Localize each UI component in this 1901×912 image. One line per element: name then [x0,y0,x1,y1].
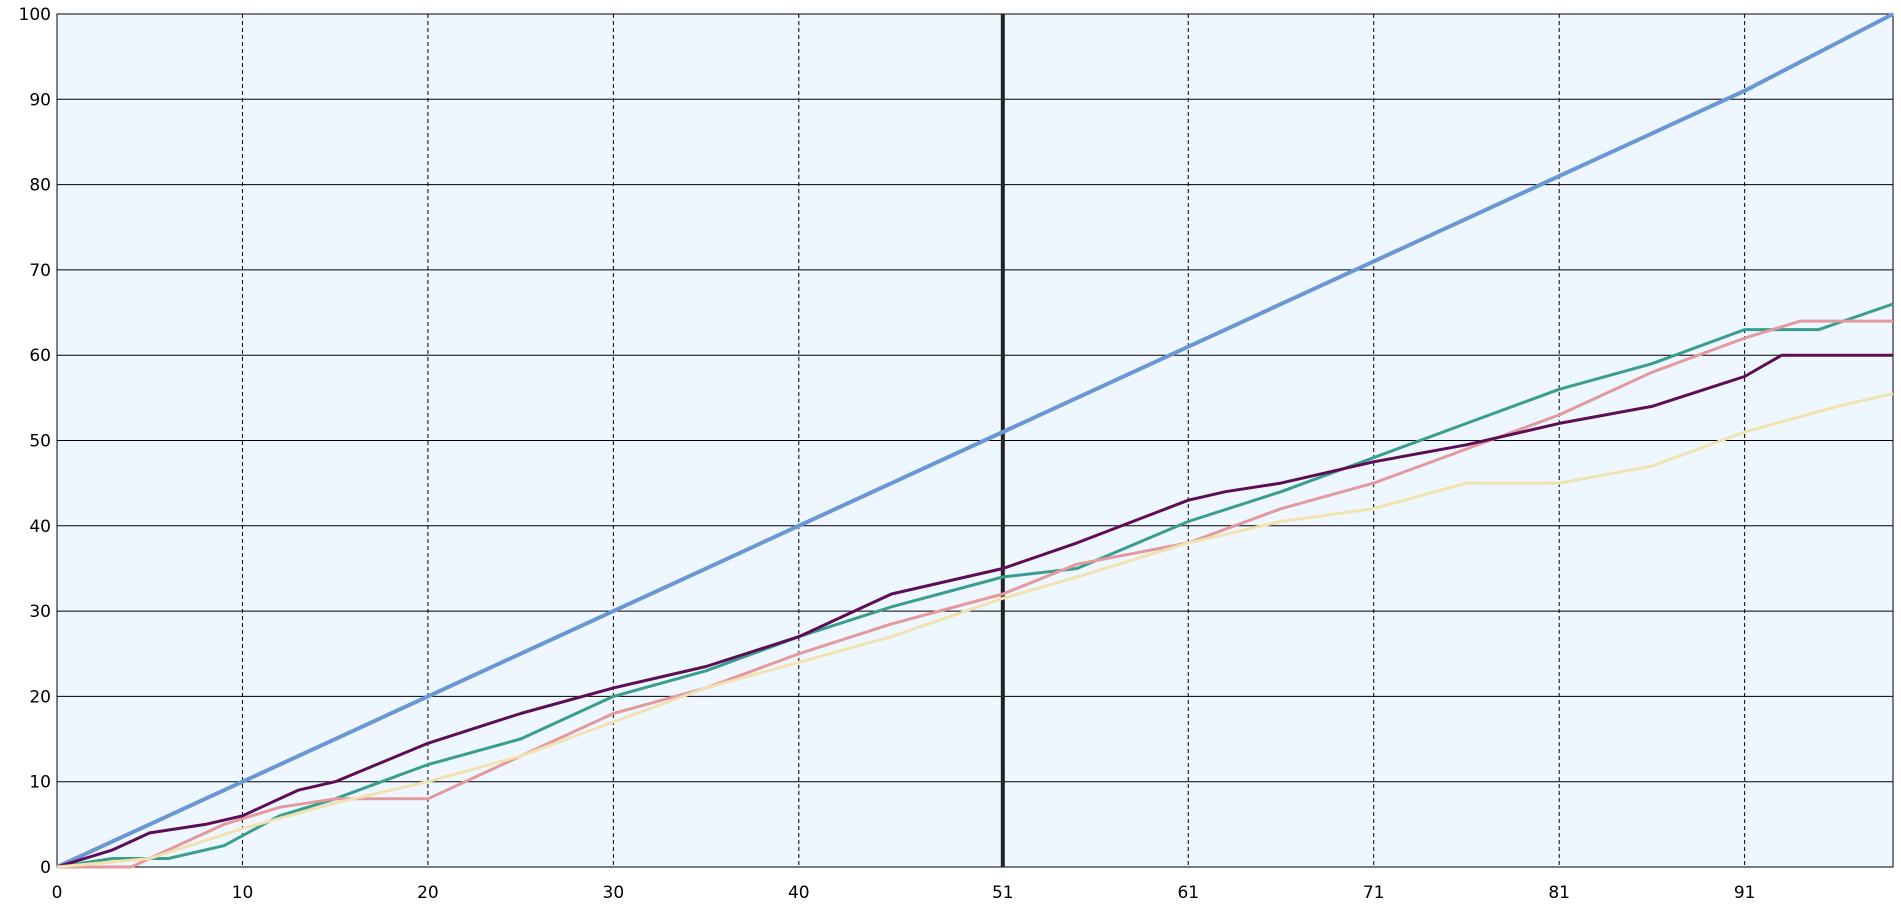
horizontal-gridlines [57,13,1893,868]
series-line-4 [56,353,1893,869]
y-tick-label: 0 [40,858,51,878]
x-tick-label: 61 [1177,883,1199,903]
x-axis-tick-labels: 0 10 20 30 40 51 61 71 81 91 [52,883,1756,903]
y-tick-label: 40 [29,517,51,537]
x-tick-label: 71 [1363,883,1385,903]
y-axis-tick-labels: 0 10 20 30 40 50 60 70 80 90 100 [19,5,51,878]
y-tick-label: 70 [29,261,51,281]
series-line-1 [56,12,1894,869]
y-tick-label: 20 [29,687,51,707]
series-lines [56,12,1894,869]
series-line-2 [56,302,1894,869]
x-tick-label: 10 [232,883,254,903]
y-tick-label: 80 [29,176,51,196]
x-tick-label: 0 [52,883,63,903]
y-tick-label: 10 [29,773,51,793]
series-line-3 [57,319,1893,869]
x-tick-label: 20 [417,883,439,903]
y-tick-label: 90 [29,90,51,110]
series-line-5 [56,392,1894,869]
y-tick-label: 50 [29,432,51,452]
x-tick-label: 40 [788,883,810,903]
x-tick-label: 30 [603,883,625,903]
y-tick-label: 100 [19,5,51,25]
x-tick-label: 81 [1548,883,1570,903]
x-tick-label: 51 [992,883,1014,903]
y-tick-label: 30 [29,602,51,622]
y-tick-label: 60 [29,346,51,366]
x-tick-label: 91 [1734,883,1756,903]
